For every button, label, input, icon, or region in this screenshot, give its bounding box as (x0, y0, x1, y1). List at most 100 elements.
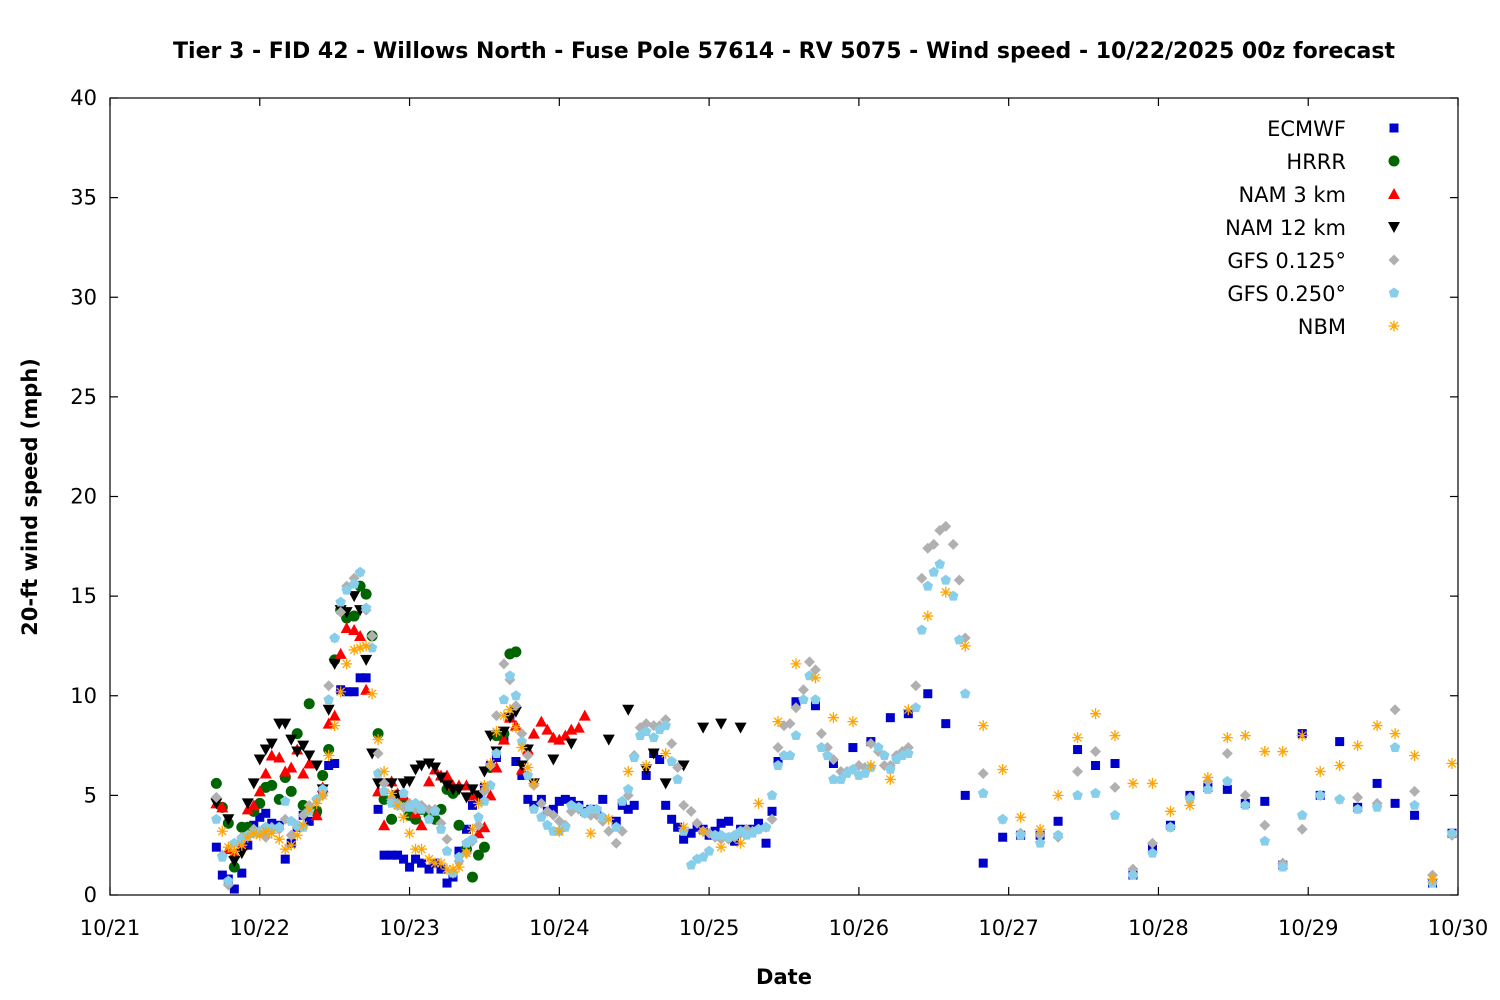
data-point-nbm (1015, 811, 1027, 823)
data-point-ecmwf (761, 838, 771, 848)
data-point-gfs-0-250 (810, 694, 821, 705)
data-point-hrrr (303, 698, 315, 710)
data-point-gfs-0-250 (429, 805, 441, 816)
data-point-nbm (1072, 732, 1084, 744)
data-point-gfs-0-125 (797, 684, 809, 696)
data-point-nam-12-km (460, 792, 473, 804)
data-point-gfs-0-125 (809, 664, 821, 676)
data-point-gfs-0-125 (910, 680, 922, 692)
data-point-gfs-0-250 (628, 752, 640, 762)
data-point-nam-12-km (478, 766, 491, 778)
data-point-ecmwf (1390, 798, 1400, 808)
data-point-hrrr (510, 646, 522, 658)
data-point-ecmwf (848, 743, 858, 753)
data-point-nam-12-km (228, 856, 241, 868)
data-point-hrrr (453, 819, 465, 831)
data-point-nbm (297, 819, 309, 831)
data-point-ecmwf (716, 818, 726, 828)
data-point-nam-3-km (559, 729, 572, 741)
data-point-nam-3-km (527, 727, 540, 739)
data-point-nbm (354, 642, 366, 654)
data-point-nbm (1052, 789, 1064, 801)
data-point-nam-3-km (297, 767, 310, 779)
data-point-nam-3-km (247, 799, 260, 811)
data-point-gfs-0-125 (766, 813, 778, 825)
data-point-nbm (790, 658, 802, 670)
data-point-gfs-0-125 (1239, 789, 1251, 801)
data-point-nbm (1409, 750, 1421, 762)
data-point-gfs-0-250 (323, 694, 334, 705)
x-tick-label: 10/29 (1278, 916, 1339, 940)
data-point-ecmwf (461, 824, 471, 834)
data-point-nam-12-km (409, 764, 422, 776)
data-point-gfs-0-250 (660, 720, 671, 731)
data-point-gfs-0-250 (1297, 809, 1308, 820)
data-point-gfs-0-250 (348, 578, 360, 589)
data-point-gfs-0-125 (772, 742, 784, 754)
data-point-nam-12-km (285, 734, 298, 746)
x-tick-label: 10/24 (529, 916, 590, 940)
data-point-gfs-0-250 (715, 829, 727, 840)
data-point-gfs-0-125 (1352, 791, 1364, 803)
data-point-nam-12-km (222, 814, 235, 826)
data-point-ecmwf (424, 864, 434, 874)
y-tick-label: 25 (70, 385, 97, 409)
data-point-nbm (959, 640, 971, 652)
data-point-nbm (772, 716, 784, 728)
data-point-nam-12-km (415, 760, 428, 772)
data-point-nbm (273, 833, 285, 845)
legend-marker-hrrr (1388, 155, 1400, 167)
data-point-gfs-0-250 (211, 813, 222, 824)
x-tick-label: 10/21 (80, 916, 141, 940)
data-point-nbm (1109, 730, 1121, 742)
data-point-gfs-0-250 (329, 632, 340, 643)
data-point-nbm (1202, 771, 1214, 783)
data-point-hrrr (297, 799, 309, 811)
data-point-gfs-0-250 (790, 730, 802, 741)
x-tick-label: 10/30 (1428, 916, 1489, 940)
data-point-nbm (1352, 740, 1364, 752)
data-point-gfs-0-250 (217, 851, 228, 862)
data-point-gfs-0-250 (916, 624, 928, 635)
data-point-nbm (1034, 823, 1046, 835)
data-point-ecmwf (261, 808, 271, 818)
data-point-nbm (410, 843, 422, 855)
data-point-nam-12-km (715, 718, 728, 730)
data-point-ecmwf (629, 800, 639, 810)
data-point-nam-3-km (535, 715, 548, 727)
data-point-gfs-0-125 (210, 791, 222, 803)
data-point-nbm (360, 640, 372, 652)
data-point-nam-3-km (216, 801, 229, 813)
data-point-nam-3-km (360, 683, 373, 695)
data-point-hrrr (210, 777, 222, 789)
data-point-nam-3-km (253, 785, 266, 797)
data-point-gfs-0-125 (953, 574, 965, 586)
data-point-nbm (378, 765, 390, 777)
data-point-nbm (522, 761, 534, 773)
data-point-gfs-0-125 (666, 738, 678, 750)
data-point-nam-3-km (490, 761, 503, 773)
y-tick-label: 10 (70, 684, 97, 708)
data-point-hrrr (317, 769, 329, 781)
data-point-gfs-0-250 (885, 763, 896, 774)
data-point-gfs-0-250 (617, 795, 628, 806)
data-point-ecmwf (1410, 810, 1420, 820)
data-point-hrrr (478, 841, 490, 853)
data-point-ecmwf (998, 832, 1008, 842)
data-point-nam-12-km (253, 754, 266, 766)
data-point-nam-12-km (348, 591, 361, 603)
data-point-nbm (884, 773, 896, 785)
data-point-gfs-0-125 (498, 658, 510, 670)
data-point-gfs-0-250 (640, 726, 652, 737)
data-point-ecmwf (978, 858, 988, 868)
data-point-gfs-0-125 (603, 825, 615, 837)
data-point-nam-12-km (547, 754, 560, 766)
data-point-nam-12-km (602, 734, 615, 746)
data-point-gfs-0-250 (1127, 869, 1139, 880)
data-point-nam-12-km (734, 722, 747, 734)
data-point-nam-3-km (328, 709, 341, 721)
data-point-gfs-0-250 (766, 789, 778, 800)
legend-label-gfs-0-125: GFS 0.125° (1227, 249, 1346, 273)
data-point-gfs-0-250 (611, 821, 622, 832)
